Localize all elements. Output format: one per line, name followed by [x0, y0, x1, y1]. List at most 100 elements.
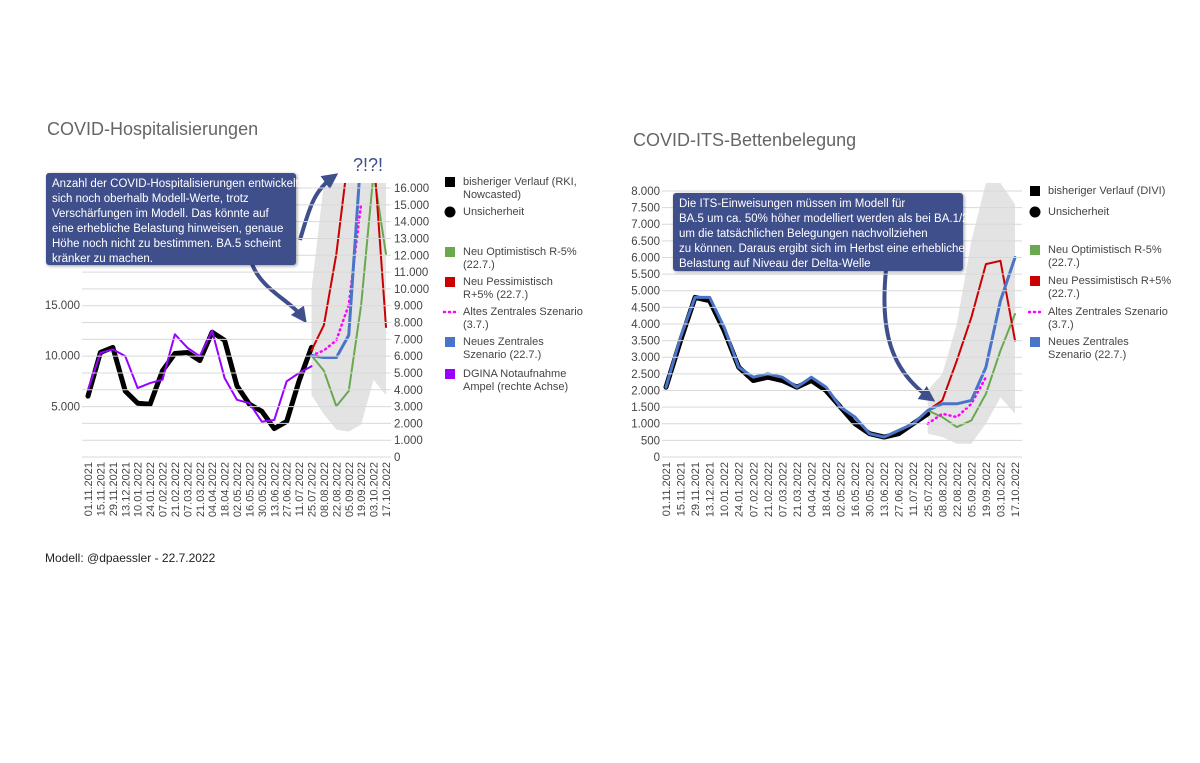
y2-tick-label: 7.000: [394, 334, 423, 346]
annotation-arrow: [250, 263, 307, 324]
x-tick-label: 05.09.2022: [966, 462, 978, 517]
x-tick-label: 13.06.2022: [879, 462, 891, 517]
y-tick-label: 6.000: [631, 252, 660, 264]
legend-marker: [445, 247, 455, 257]
y2-tick-label: 11.000: [394, 267, 428, 279]
x-tick-label: 17.10.2022: [1010, 462, 1022, 517]
legend-label: Altes Zentrales Szenario (3.7.): [1048, 306, 1168, 331]
legend-label: Unsicherheit: [463, 206, 525, 218]
annotation-line: um die tatsächlichen Belegungen nachvoll…: [679, 228, 928, 240]
y2-tick-label: 8.000: [394, 318, 423, 330]
series-line: [85, 329, 314, 432]
y-tick-label: 5.000: [631, 286, 660, 298]
y2-tick-label: 9.000: [394, 301, 423, 313]
y-tick-label: 2.000: [631, 385, 660, 397]
y2-tick-label: 15.000: [394, 200, 429, 212]
x-tick-label: 01.11.2021: [83, 462, 95, 516]
y-tick-label: 7.000: [631, 219, 660, 231]
x-tick-label: 17.10.2022: [381, 462, 393, 517]
annotation-arrow: [882, 269, 936, 402]
x-tick-label: 30.05.2022: [865, 462, 877, 517]
legend-marker: [1029, 206, 1041, 218]
x-tick-label: 03.10.2022: [369, 462, 381, 517]
x-tick-label: 29.11.2021: [108, 462, 120, 516]
x-tick-label: 24.01.2022: [145, 462, 157, 517]
y2-tick-label: 10.000: [394, 284, 429, 296]
x-tick-label: 02.05.2022: [836, 462, 848, 517]
plot-layers: [85, 183, 1017, 444]
x-tick-label: 13.06.2022: [269, 462, 281, 517]
x-tick-label: 16.05.2022: [244, 462, 256, 517]
y-tick-label: 4.500: [631, 302, 660, 314]
y-tick-label: 4.000: [631, 319, 660, 331]
annotation-line: eine erhebliche Belastung hinweisen, gen…: [52, 223, 284, 235]
legend-marker: [445, 337, 455, 347]
chart-title: COVID-ITS-Bettenbelegung: [633, 130, 856, 150]
legend-label: Neu Pessimistisch R+5% (22.7.): [463, 276, 553, 301]
annotation-line: kränker zu machen.: [52, 253, 153, 265]
legend-label: Neu Optimistisch R-5% (22.7.): [463, 246, 577, 271]
y2-tick-label: 3.000: [394, 402, 423, 414]
legend-marker: [445, 369, 455, 379]
x-tick-label: 18.04.2022: [821, 462, 833, 517]
y2-tick-label: 1.000: [394, 435, 423, 447]
legend-marker: [444, 206, 456, 218]
x-tick-label: 27.06.2022: [894, 462, 906, 517]
x-tick-label: 25.07.2022: [307, 462, 319, 517]
y2-tick-label: 12.000: [394, 250, 429, 262]
legend-label: Altes Zentrales Szenario (3.7.): [463, 306, 583, 331]
y-tick-label: 5.000: [51, 401, 80, 413]
y-tick-label: 5.500: [631, 269, 660, 281]
annotation-arrow: [298, 173, 339, 241]
x-tick-label: 25.07.2022: [923, 462, 935, 517]
series-line: [310, 183, 387, 408]
x-tick-label: 11.07.2022: [908, 462, 920, 516]
y-tick-label: 10.000: [45, 351, 80, 363]
x-tick-label: 13.12.2021: [705, 462, 717, 517]
legend-marker: [1030, 337, 1040, 347]
x-tick-label: 11.07.2022: [294, 462, 306, 516]
annotation-line: BA.5 um ca. 50% höher modelliert werden …: [679, 213, 969, 225]
annotation-line: Belastung auf Niveau der Delta-Welle: [679, 258, 871, 270]
legend-label: Neu Optimistisch R-5% (22.7.): [1048, 244, 1162, 269]
y-tick-label: 1.500: [631, 402, 660, 414]
annotation-line: Die ITS-Einweisungen müssen im Modell fü…: [679, 198, 906, 210]
x-tick-label: 10.01.2022: [133, 462, 145, 517]
y-tick-label: 3.000: [631, 352, 660, 364]
x-tick-label: 22.08.2022: [952, 462, 964, 517]
y2-tick-label: 6.000: [394, 351, 423, 363]
x-tick-label: 29.11.2021: [690, 462, 702, 516]
legend-marker: [1030, 186, 1040, 196]
y-tick-label: 15.000: [45, 300, 80, 312]
x-tick-label: 07.02.2022: [748, 462, 760, 517]
series-line: [926, 375, 988, 425]
x-tick-label: 19.09.2022: [356, 462, 368, 517]
series-line: [926, 313, 1016, 429]
legend-label: bisheriger Verlauf (DIVI): [1048, 185, 1166, 197]
plot-area: [85, 183, 387, 432]
x-tick-label: 21.02.2022: [170, 462, 182, 517]
x-tick-label: 21.03.2022: [195, 462, 207, 517]
x-tick-label: 30.05.2022: [257, 462, 269, 517]
x-tick-label: 22.08.2022: [331, 462, 343, 517]
series-line: [310, 183, 361, 360]
legend-label: Neu Pessimistisch R+5% (22.7.): [1048, 275, 1172, 300]
annotation-line: zu können. Daraus ergibt sich im Herbst …: [679, 243, 965, 255]
x-tick-label: 15.11.2021: [676, 462, 688, 516]
y-tick-label: 3.500: [631, 336, 660, 348]
legend-label: Neues Zentrales Szenario (22.7.): [1048, 336, 1129, 361]
footer: Modell: @dpaessler - 22.7.2022: [45, 551, 216, 565]
y2-tick-label: 14.000: [394, 217, 429, 229]
x-tick-label: 08.08.2022: [319, 462, 331, 517]
x-tick-label: 07.03.2022: [777, 462, 789, 517]
x-tick-label: 05.09.2022: [344, 462, 356, 517]
y-tick-label: 7.500: [631, 203, 660, 215]
y-tick-label: 6.500: [631, 236, 660, 248]
x-tick-label: 16.05.2022: [850, 462, 862, 517]
x-tick-label: 04.04.2022: [207, 462, 219, 517]
chart-title: COVID-Hospitalisierungen: [47, 119, 258, 139]
y-tick-label: 2.500: [631, 369, 660, 381]
x-tick-label: 10.01.2022: [719, 462, 731, 517]
annotation: Die ITS-Einweisungen müssen im Modell fü…: [673, 193, 969, 271]
annotation-line: Anzahl der COVID-Hospitalisierungen entw…: [52, 178, 299, 190]
